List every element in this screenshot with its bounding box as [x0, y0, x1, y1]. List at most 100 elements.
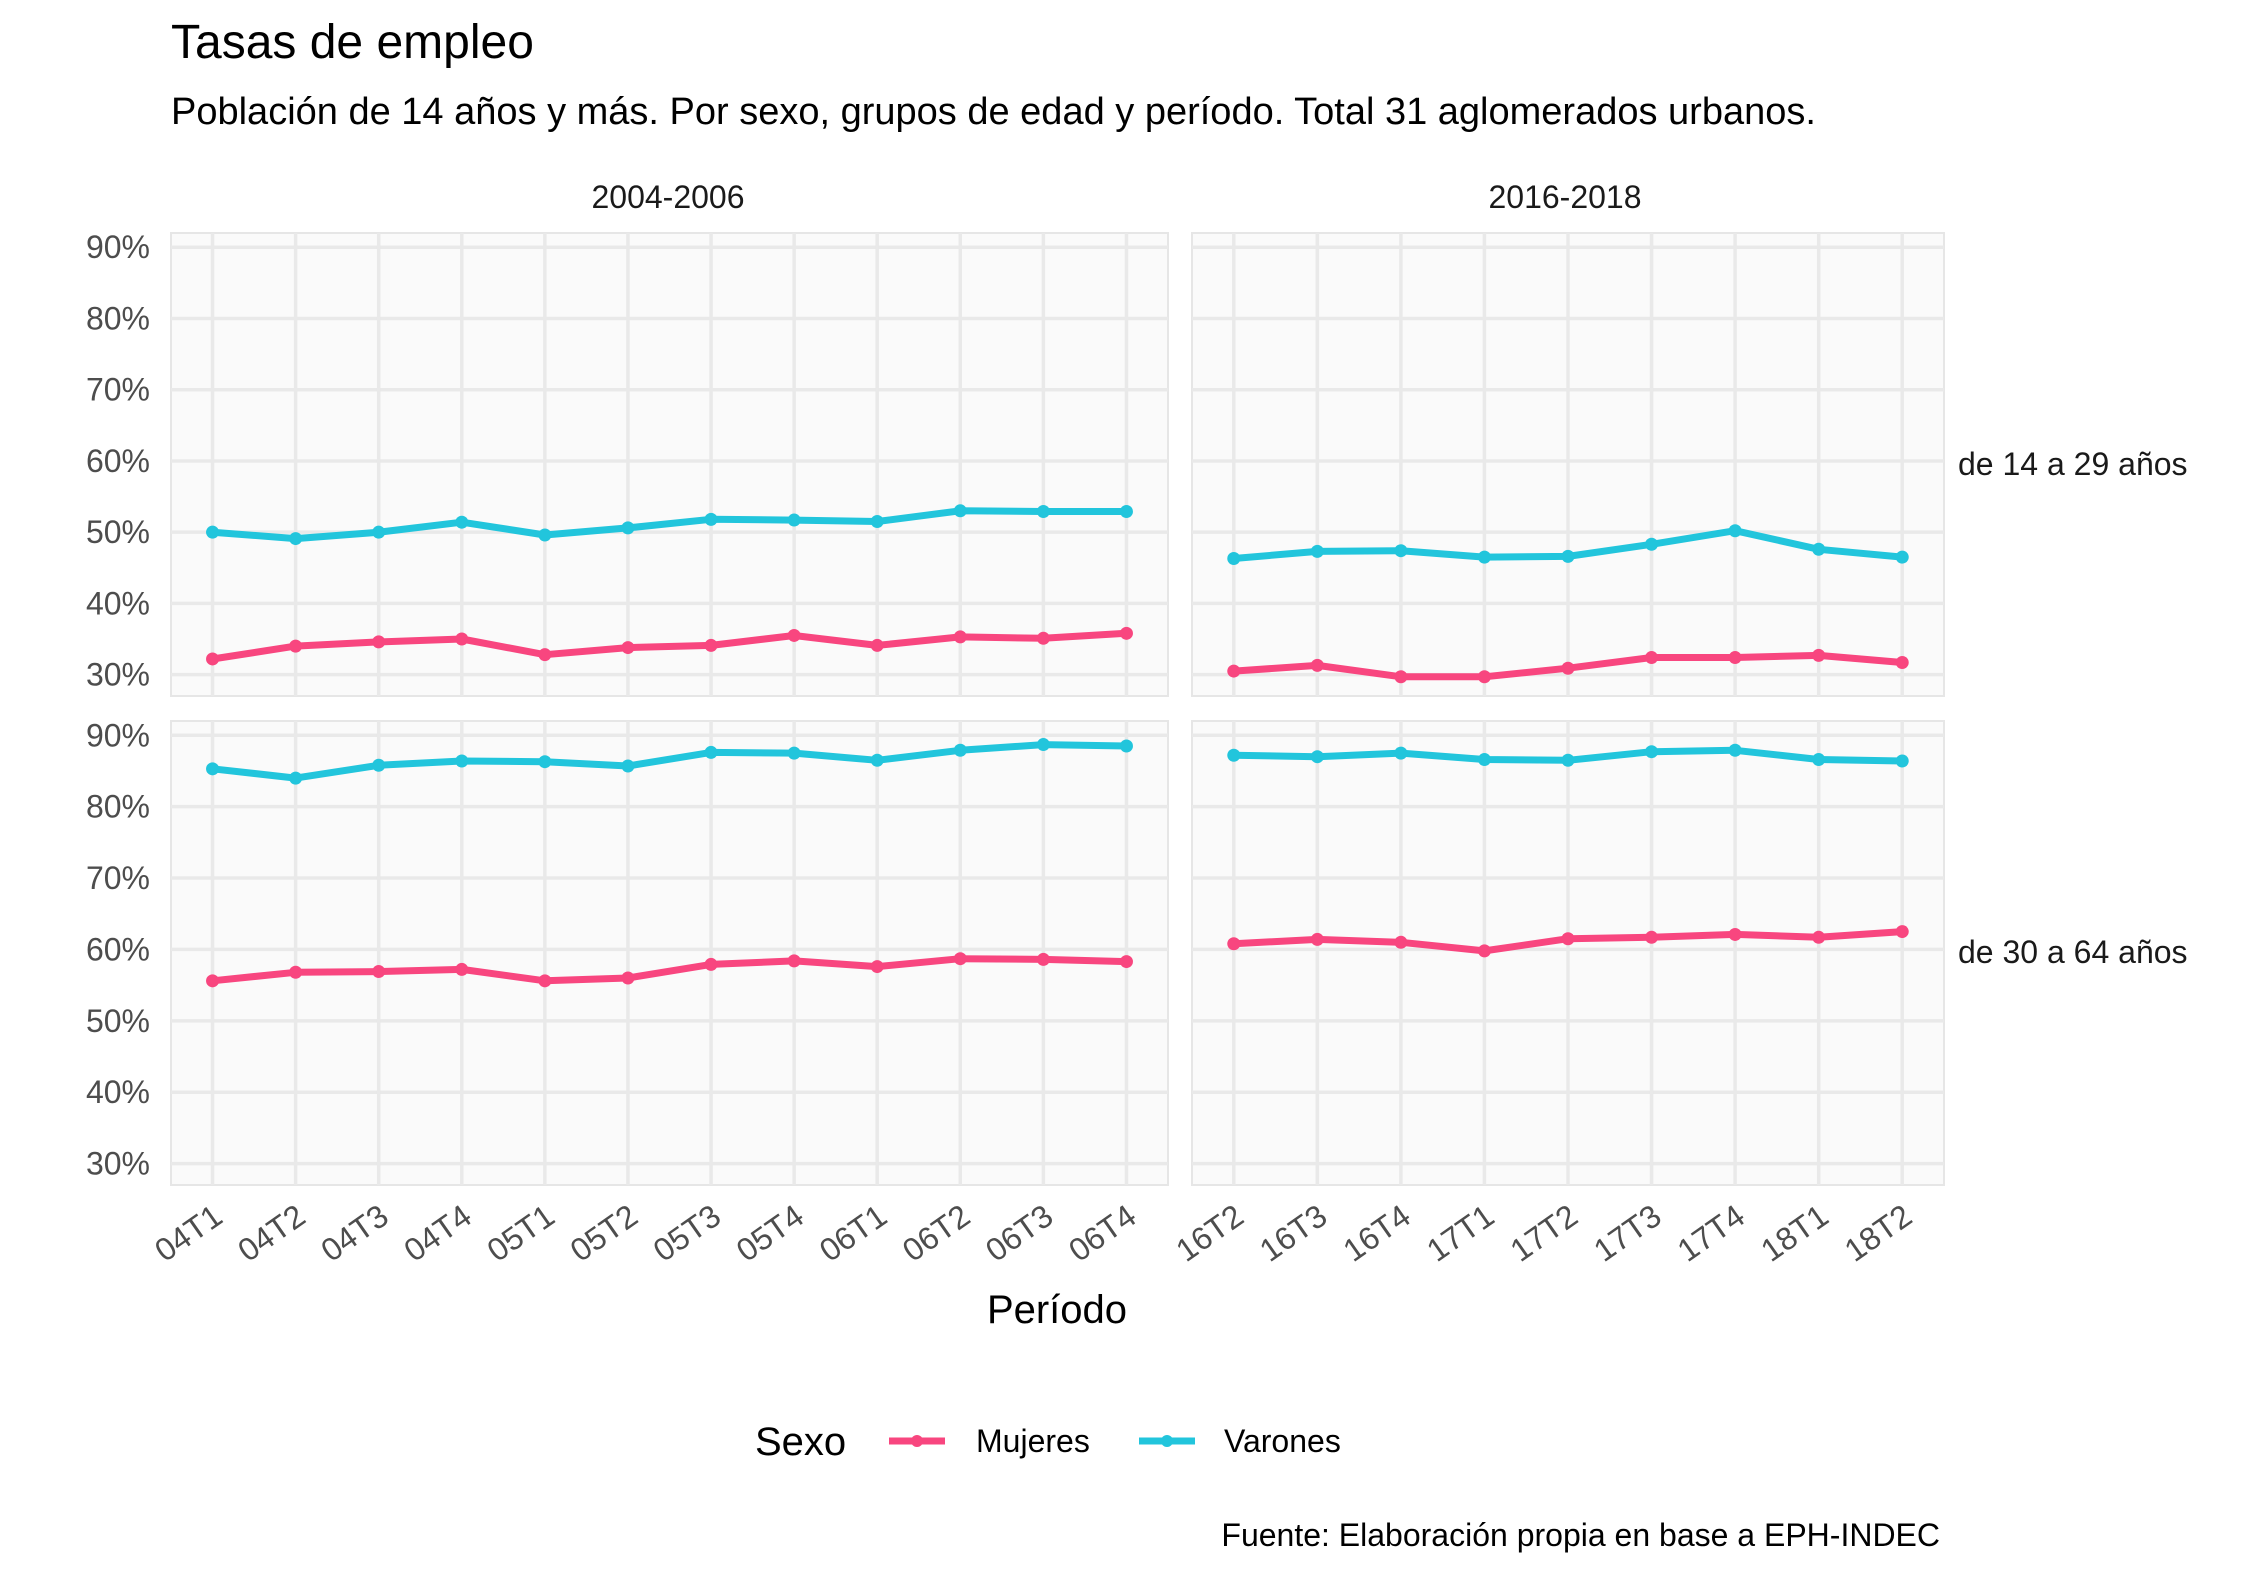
panel-r0c1: [1191, 232, 1945, 697]
data-point-mujeres: [787, 954, 801, 968]
data-point-mujeres: [289, 965, 303, 979]
series-line-mujeres: [211, 629, 1127, 663]
data-point-mujeres: [1310, 658, 1324, 672]
data-point-mujeres: [372, 965, 386, 979]
data-point-varones: [1310, 544, 1324, 558]
facet-strip-2004-2006: 2004-2006: [591, 179, 744, 215]
y-tick-label: 90%: [86, 229, 150, 265]
data-point-varones: [1310, 750, 1324, 764]
data-point-mujeres: [1728, 651, 1742, 665]
data-point-varones: [289, 532, 303, 546]
y-tick-label: 70%: [86, 372, 150, 408]
data-point-mujeres: [1895, 656, 1909, 670]
data-point-mujeres: [1394, 935, 1408, 949]
y-tick-label: 70%: [86, 860, 150, 896]
data-point-mujeres: [1812, 648, 1826, 662]
series-line-mujeres: [212, 955, 1127, 985]
data-point-mujeres: [704, 638, 718, 652]
data-point-mujeres: [704, 957, 718, 971]
data-point-varones: [206, 762, 220, 776]
data-point-mujeres: [206, 974, 220, 988]
panel-r1c1: [1191, 720, 1945, 1186]
data-point-mujeres: [1119, 626, 1133, 640]
y-tick-label: 30%: [86, 1146, 150, 1182]
data-point-varones: [206, 525, 220, 539]
data-point-mujeres: [1728, 927, 1742, 941]
data-point-mujeres: [1812, 930, 1826, 944]
data-point-mujeres: [1561, 932, 1575, 946]
data-point-mujeres: [621, 971, 635, 985]
data-point-mujeres: [621, 641, 635, 655]
data-point-varones: [870, 753, 884, 767]
data-point-varones: [1477, 550, 1491, 564]
legend-item-varones: Varones: [1139, 1423, 1341, 1459]
data-point-mujeres: [870, 960, 884, 974]
panel-background: [170, 720, 1169, 1186]
data-point-varones: [1728, 743, 1742, 757]
data-point-varones: [953, 504, 967, 518]
data-point-mujeres: [1227, 664, 1241, 678]
y-tick-label: 60%: [86, 931, 150, 967]
data-point-mujeres: [870, 638, 884, 652]
data-point-varones: [1561, 549, 1575, 563]
data-point-varones: [538, 528, 552, 542]
panel-background: [170, 232, 1169, 697]
legend-key-point-mujeres: [911, 1435, 923, 1447]
data-point-mujeres: [1119, 955, 1133, 969]
data-point-varones: [787, 513, 801, 527]
panel-r1c0: [170, 720, 1169, 1186]
series-line-varones: [212, 507, 1127, 543]
data-point-varones: [1812, 753, 1826, 767]
x-axis-title: Período: [987, 1288, 1127, 1332]
panel-r0c0: [170, 232, 1169, 697]
facet-strip-14-29: de 14 a 29 años: [1958, 446, 2188, 482]
data-point-varones: [538, 755, 552, 769]
data-point-mujeres: [1310, 932, 1324, 946]
y-tick-label: 50%: [86, 514, 150, 550]
data-point-varones: [1036, 738, 1050, 752]
data-point-mujeres: [1895, 925, 1909, 939]
facet-strip-30-64: de 30 a 64 años: [1958, 934, 2188, 970]
y-tick-label: 90%: [86, 717, 150, 753]
data-point-varones: [870, 514, 884, 528]
y-tick-label: 80%: [86, 300, 150, 336]
data-point-varones: [1227, 748, 1241, 762]
legend-item-mujeres: Mujeres: [889, 1423, 1090, 1459]
y-tick-label: 50%: [86, 1003, 150, 1039]
data-point-mujeres: [787, 628, 801, 642]
data-point-varones: [787, 746, 801, 760]
data-point-varones: [953, 743, 967, 757]
data-point-varones: [621, 759, 635, 773]
series-line-varones: [212, 741, 1127, 782]
data-point-mujeres: [206, 652, 220, 666]
legend-title: Sexo: [755, 1420, 846, 1464]
data-point-mujeres: [953, 952, 967, 966]
y-tick-label: 40%: [86, 1074, 150, 1110]
data-point-varones: [1119, 739, 1133, 753]
y-axis-tick-labels: 30% 40% 50% 60% 70% 80% 90% 30% 40% 50% 60% 70% 80% 9…: [86, 229, 150, 1181]
data-point-varones: [455, 515, 469, 529]
data-point-varones: [1394, 746, 1408, 760]
data-point-mujeres: [538, 648, 552, 662]
data-point-mujeres: [1561, 661, 1575, 675]
y-tick-label: 30%: [86, 657, 150, 693]
facet-panels: [170, 232, 1945, 1186]
data-point-varones: [1895, 550, 1909, 564]
data-point-varones: [372, 525, 386, 539]
data-point-varones: [1477, 753, 1491, 767]
data-point-varones: [1895, 754, 1909, 768]
y-tick-label: 60%: [86, 443, 150, 479]
data-point-varones: [1645, 537, 1659, 551]
chart-subtitle: Población de 14 años y más. Por sexo, gr…: [171, 91, 1816, 133]
data-point-mujeres: [1477, 944, 1491, 958]
legend-label-mujeres: Mujeres: [976, 1423, 1090, 1459]
facet-strip-2016-2018: 2016-2018: [1488, 179, 1641, 215]
data-point-mujeres: [1645, 930, 1659, 944]
chart-caption: Fuente: Elaboración propia en base a EPH…: [1221, 1517, 1940, 1553]
data-point-varones: [372, 758, 386, 772]
data-point-varones: [1394, 544, 1408, 558]
data-point-mujeres: [1227, 937, 1241, 951]
data-point-varones: [1561, 753, 1575, 767]
data-point-varones: [1227, 552, 1241, 566]
data-point-mujeres: [1477, 670, 1491, 684]
